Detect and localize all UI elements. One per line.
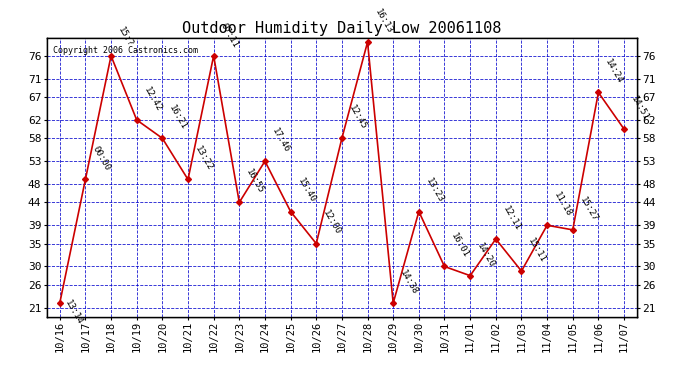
Text: 13:22: 13:22 — [193, 145, 215, 172]
Text: 15:27: 15:27 — [578, 195, 599, 223]
Text: 14:20: 14:20 — [475, 241, 497, 269]
Text: 14:24: 14:24 — [604, 58, 624, 86]
Text: 11:18: 11:18 — [552, 190, 573, 218]
Text: 12:11: 12:11 — [501, 204, 522, 232]
Text: 00:00: 00:00 — [90, 145, 112, 172]
Text: 17:46: 17:46 — [270, 126, 291, 154]
Text: 16:13: 16:13 — [373, 8, 394, 35]
Text: 12:45: 12:45 — [347, 104, 368, 131]
Text: 14:51: 14:51 — [629, 94, 651, 122]
Text: 15:40: 15:40 — [296, 177, 317, 205]
Text: 14:38: 14:38 — [398, 268, 420, 296]
Text: 16:55: 16:55 — [244, 168, 266, 195]
Text: 07:11: 07:11 — [219, 21, 240, 49]
Text: Copyright 2006 Castronics.com: Copyright 2006 Castronics.com — [53, 46, 198, 55]
Text: 13:14: 13:14 — [63, 298, 85, 326]
Text: 12:42: 12:42 — [142, 85, 163, 113]
Text: 16:21: 16:21 — [168, 104, 188, 131]
Text: 15:?: 15:? — [116, 26, 135, 49]
Text: 12:00: 12:00 — [322, 209, 343, 237]
Text: 15:11: 15:11 — [526, 236, 548, 264]
Title: Outdoor Humidity Daily Low 20061108: Outdoor Humidity Daily Low 20061108 — [182, 21, 502, 36]
Text: 13:23: 13:23 — [424, 177, 445, 205]
Text: 16:01: 16:01 — [450, 232, 471, 260]
